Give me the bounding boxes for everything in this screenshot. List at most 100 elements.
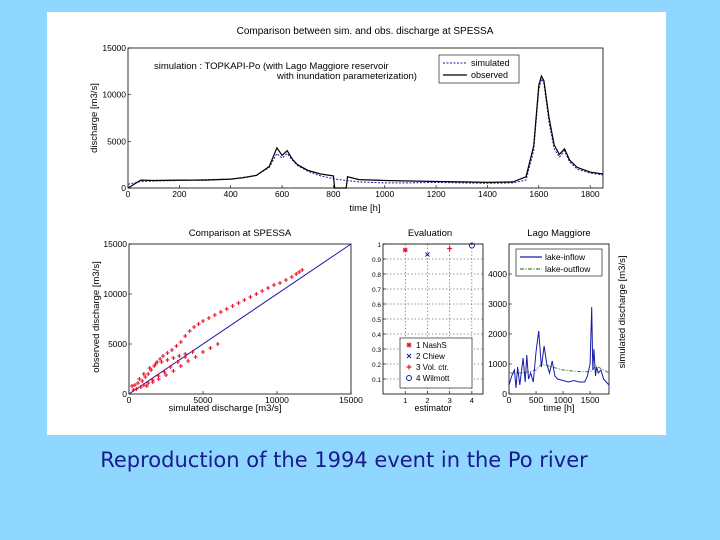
scatter-point — [135, 381, 140, 385]
scatter-point — [175, 360, 180, 364]
x-tick-label: 200 — [172, 189, 186, 199]
scatter-point — [196, 322, 201, 326]
scatter-point — [168, 365, 173, 369]
plot-frame — [128, 243, 352, 395]
scatter-point — [174, 344, 179, 348]
x-tick-label: 0 — [507, 395, 512, 405]
scatter-point — [162, 370, 167, 374]
scatter-point — [178, 340, 183, 344]
legend-inflow-label: lake-inflow — [545, 252, 586, 262]
scatter-point — [132, 383, 137, 387]
y-axis-label: discharge [m3/s] — [89, 83, 100, 153]
y-tick-label: 0.8 — [372, 272, 381, 279]
x-tick-label: 10000 — [265, 395, 289, 405]
series-lake-outflow-line — [509, 363, 610, 374]
top-discharge-chart: 0 200 400 600 800 1000 1200 1400 1600 1800 0 5000 10… — [89, 26, 604, 214]
legend-simulated-label: simulated — [471, 58, 510, 68]
x-axis-label: time [h] — [349, 203, 380, 214]
scatter-point — [215, 342, 220, 346]
legend-marker — [406, 353, 412, 359]
evaluation-chart: 1 2 3 4 0.1 0.2 0.3 0.4 0.5 0.6 0.7 0.8 0.9 1 Evaluati… — [372, 228, 484, 413]
y-tick-label: 0 — [122, 389, 127, 399]
x-tick-label: 15000 — [339, 395, 363, 405]
series-lake-inflow-line — [508, 306, 610, 389]
scatter-point — [272, 283, 276, 287]
figure-panel: 0 200 400 600 800 1000 1200 1400 1600 1800 0 5000 10… — [47, 12, 666, 435]
x-tick-label: 1000 — [554, 395, 573, 405]
scatter-point — [201, 319, 205, 323]
legend-box — [399, 337, 473, 389]
scatter-point — [289, 275, 294, 279]
y-tick-label: 15000 — [102, 43, 126, 53]
scatter-point — [183, 352, 188, 356]
scatter-point — [177, 354, 182, 358]
y-tick-label: 0.9 — [372, 257, 381, 264]
chart-title: Lago Maggiore — [527, 228, 590, 239]
scatter-point — [254, 292, 259, 296]
spessa-scatter-chart: 0 5000 10000 15000 0 5000 10000 15000 Comparison… — [91, 228, 363, 414]
plot-frame — [127, 47, 604, 189]
legend-label: 2 Chiew — [416, 352, 445, 361]
scatter-point — [193, 355, 198, 359]
lago-maggiore-chart: 0 500 1000 1500 0 1000 2000 3000 4000 Lago Maggio… — [488, 228, 628, 414]
scatter-point — [146, 372, 151, 376]
scatter-point — [266, 286, 271, 290]
legend-box — [515, 248, 603, 277]
scatter-point — [147, 366, 152, 370]
y-tick-label: 0.1 — [372, 377, 381, 384]
scatter-point — [134, 387, 139, 391]
scatter-point — [158, 357, 163, 361]
scatter-point — [192, 325, 197, 329]
scatter-point — [140, 379, 145, 383]
scatter-point — [190, 350, 195, 354]
x-tick-label: 2 — [425, 396, 429, 405]
chart-title: Comparison between sim. and obs. dischar… — [237, 26, 494, 37]
scatter-point — [130, 384, 134, 388]
x-tick-label: 1800 — [581, 189, 600, 199]
legend-marker — [406, 342, 412, 348]
y-tick-label: 0 — [121, 183, 126, 193]
x-tick-label: 1400 — [478, 189, 497, 199]
x-tick-label: 600 — [275, 189, 289, 199]
scatter-point — [218, 310, 223, 314]
chart-title: Comparison at SPESSA — [189, 228, 292, 239]
y-tick-label: 1000 — [488, 359, 507, 369]
legend-box — [438, 54, 520, 84]
figure-canvas: 0 200 400 600 800 1000 1200 1400 1600 18000500010… — [89, 26, 628, 414]
scatter-point — [297, 270, 302, 274]
fit-line — [128, 243, 352, 395]
legend-observed-label: observed — [471, 70, 508, 80]
legend-label: 3 Vol. ctr. — [416, 363, 449, 372]
scatter-point — [165, 351, 170, 355]
chart-subtitle-line2: with inundation parameterization) — [276, 71, 417, 82]
x-tick-label: 1600 — [529, 189, 548, 199]
y-tick-label: 15000 — [103, 239, 127, 249]
scatter-point — [141, 383, 146, 387]
x-tick-label: 1500 — [581, 395, 600, 405]
legend-marker — [406, 364, 412, 370]
scatter-point — [187, 329, 192, 333]
scatter-point — [165, 358, 170, 362]
scatter-point — [159, 360, 164, 364]
y-tick-label: 0 — [502, 389, 507, 399]
y-tick-label: 3000 — [488, 299, 507, 309]
y-tick-label: 0.5 — [372, 317, 381, 324]
x-tick-label: 800 — [326, 189, 340, 199]
legend-outflow-label: lake-outflow — [545, 264, 591, 274]
scatter-point — [206, 316, 211, 320]
scatter-point — [161, 354, 165, 358]
scatter-point — [242, 298, 247, 302]
scatter-point — [169, 348, 174, 352]
scatter-point — [278, 281, 282, 285]
x-axis-label: estimator — [414, 403, 451, 413]
scatter-point — [150, 380, 155, 384]
series-observed-line — [127, 74, 604, 189]
y-tick-label: 5000 — [107, 136, 126, 146]
x-tick-label: 1 — [403, 396, 407, 405]
scatter-point — [230, 304, 235, 308]
x-tick-label: 1000 — [375, 189, 394, 199]
y-tick-label: 0.2 — [372, 362, 381, 369]
scatter-point — [300, 268, 305, 272]
x-axis-label: time [h] — [543, 403, 574, 414]
scatter-point — [212, 313, 217, 317]
